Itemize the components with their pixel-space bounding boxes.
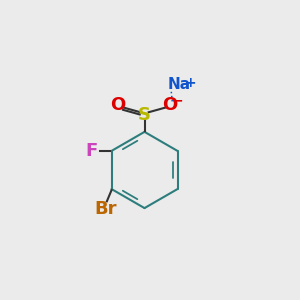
Text: Br: Br (94, 200, 117, 218)
Text: +: + (184, 76, 196, 90)
Text: S: S (138, 106, 151, 124)
Text: O: O (162, 96, 178, 114)
Text: −: − (172, 94, 183, 108)
Text: F: F (85, 142, 98, 160)
Text: Na: Na (168, 77, 191, 92)
Text: O: O (110, 96, 126, 114)
